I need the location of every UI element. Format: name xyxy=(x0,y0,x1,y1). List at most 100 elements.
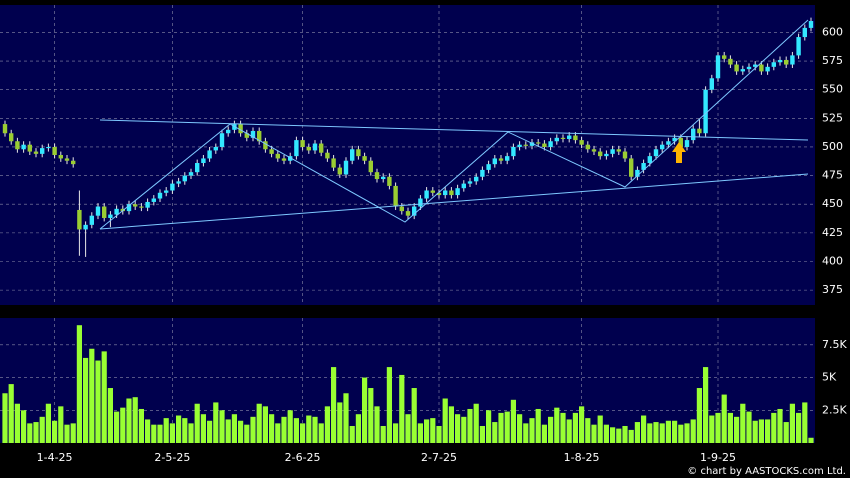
candle-body xyxy=(722,55,727,59)
volume-bar xyxy=(324,406,330,443)
volume-bar xyxy=(95,360,101,443)
volume-bar xyxy=(777,408,783,443)
volume-bar xyxy=(138,408,144,443)
candle-body xyxy=(691,128,696,141)
candle-body xyxy=(331,158,336,168)
volume-bar xyxy=(572,412,578,443)
candle-body xyxy=(635,169,640,177)
candle-body xyxy=(802,27,807,38)
x-tick-label: 2-5-25 xyxy=(154,451,190,464)
volume-bar xyxy=(200,414,206,443)
candle-body xyxy=(95,206,101,216)
candle-body xyxy=(604,153,609,157)
volume-bar xyxy=(740,403,746,443)
candle-body xyxy=(83,224,88,230)
volume-bar xyxy=(709,415,715,443)
candle-body xyxy=(151,198,156,202)
candle-body xyxy=(350,149,355,161)
x-tick-label: 1-9-25 xyxy=(700,451,736,464)
volume-bar xyxy=(703,367,709,443)
volume-bar xyxy=(33,422,39,443)
volume-bar xyxy=(331,367,337,443)
candle-body xyxy=(678,137,683,147)
candle-body xyxy=(734,64,739,72)
volume-bar xyxy=(436,425,442,443)
volume-bar xyxy=(275,423,281,443)
candle-body xyxy=(312,143,318,151)
candle-body xyxy=(263,141,268,150)
candle-body xyxy=(455,188,460,196)
x-tick-label: 2-7-25 xyxy=(421,451,457,464)
volume-bar xyxy=(21,410,27,443)
volume-bar xyxy=(368,388,374,443)
candle-body xyxy=(542,143,547,147)
candle-body xyxy=(697,128,702,134)
volume-bar xyxy=(287,410,293,443)
volume-bar xyxy=(684,423,690,443)
volume-bar xyxy=(721,394,727,443)
volume-bar xyxy=(467,408,473,443)
volume-bar xyxy=(312,416,318,443)
candle-body xyxy=(40,148,45,154)
candle-body xyxy=(684,140,690,147)
candle-body xyxy=(374,172,380,180)
candle-body xyxy=(170,183,175,191)
volume-bar xyxy=(399,374,405,443)
volume-bar xyxy=(554,407,560,443)
candle-body xyxy=(585,144,590,150)
volume-bar xyxy=(796,412,802,443)
candle-body xyxy=(257,130,262,142)
candle-body xyxy=(424,190,429,199)
x-tick-label: 1-4-25 xyxy=(37,451,73,464)
candle-body xyxy=(15,141,20,150)
volume-bar xyxy=(380,425,386,443)
candle-body xyxy=(505,156,510,161)
volume-bar xyxy=(114,411,120,443)
candle-body xyxy=(9,133,14,142)
volume-bar xyxy=(504,411,510,443)
trend-line xyxy=(99,119,809,141)
candle-body xyxy=(436,192,442,196)
candle-body xyxy=(114,208,119,215)
volume-bar xyxy=(188,423,194,443)
volume-bar xyxy=(101,351,107,443)
candle-body xyxy=(213,146,218,151)
candle-body xyxy=(182,175,187,182)
volume-bar xyxy=(653,422,659,443)
volume-bar xyxy=(70,423,76,443)
y-tick-label: 5K xyxy=(822,371,837,384)
candle-body xyxy=(492,158,497,165)
candle-body xyxy=(759,64,764,72)
volume-bar xyxy=(473,403,479,443)
candle-body xyxy=(300,140,305,147)
candle-body xyxy=(666,141,671,145)
volume-bar xyxy=(442,398,448,443)
volume-bar xyxy=(585,418,591,443)
candle-body xyxy=(207,150,212,159)
y-tick-label: 375 xyxy=(822,283,843,296)
candle-body xyxy=(790,55,795,65)
volume-bar xyxy=(535,408,541,443)
volume-bar xyxy=(455,414,461,443)
volume-bar xyxy=(603,424,609,443)
volume-bar xyxy=(58,406,64,443)
volume-bar xyxy=(417,423,423,443)
candle-body xyxy=(412,206,417,216)
y-tick-label: 425 xyxy=(822,226,843,239)
volume-bar xyxy=(579,406,585,443)
volume-bar xyxy=(182,418,188,443)
candle-body xyxy=(753,64,758,67)
candle-body xyxy=(474,176,479,182)
volume-bar xyxy=(343,393,349,443)
candle-body xyxy=(418,198,423,207)
candle-body xyxy=(133,204,138,207)
volume-bar xyxy=(610,427,616,443)
candle-body xyxy=(21,144,26,150)
candle-body xyxy=(765,66,770,72)
y-tick-label: 7.5K xyxy=(822,338,847,351)
candle-body xyxy=(746,66,752,70)
volume-bar xyxy=(393,423,399,443)
candle-body xyxy=(368,160,373,173)
volume-bar xyxy=(498,412,504,443)
